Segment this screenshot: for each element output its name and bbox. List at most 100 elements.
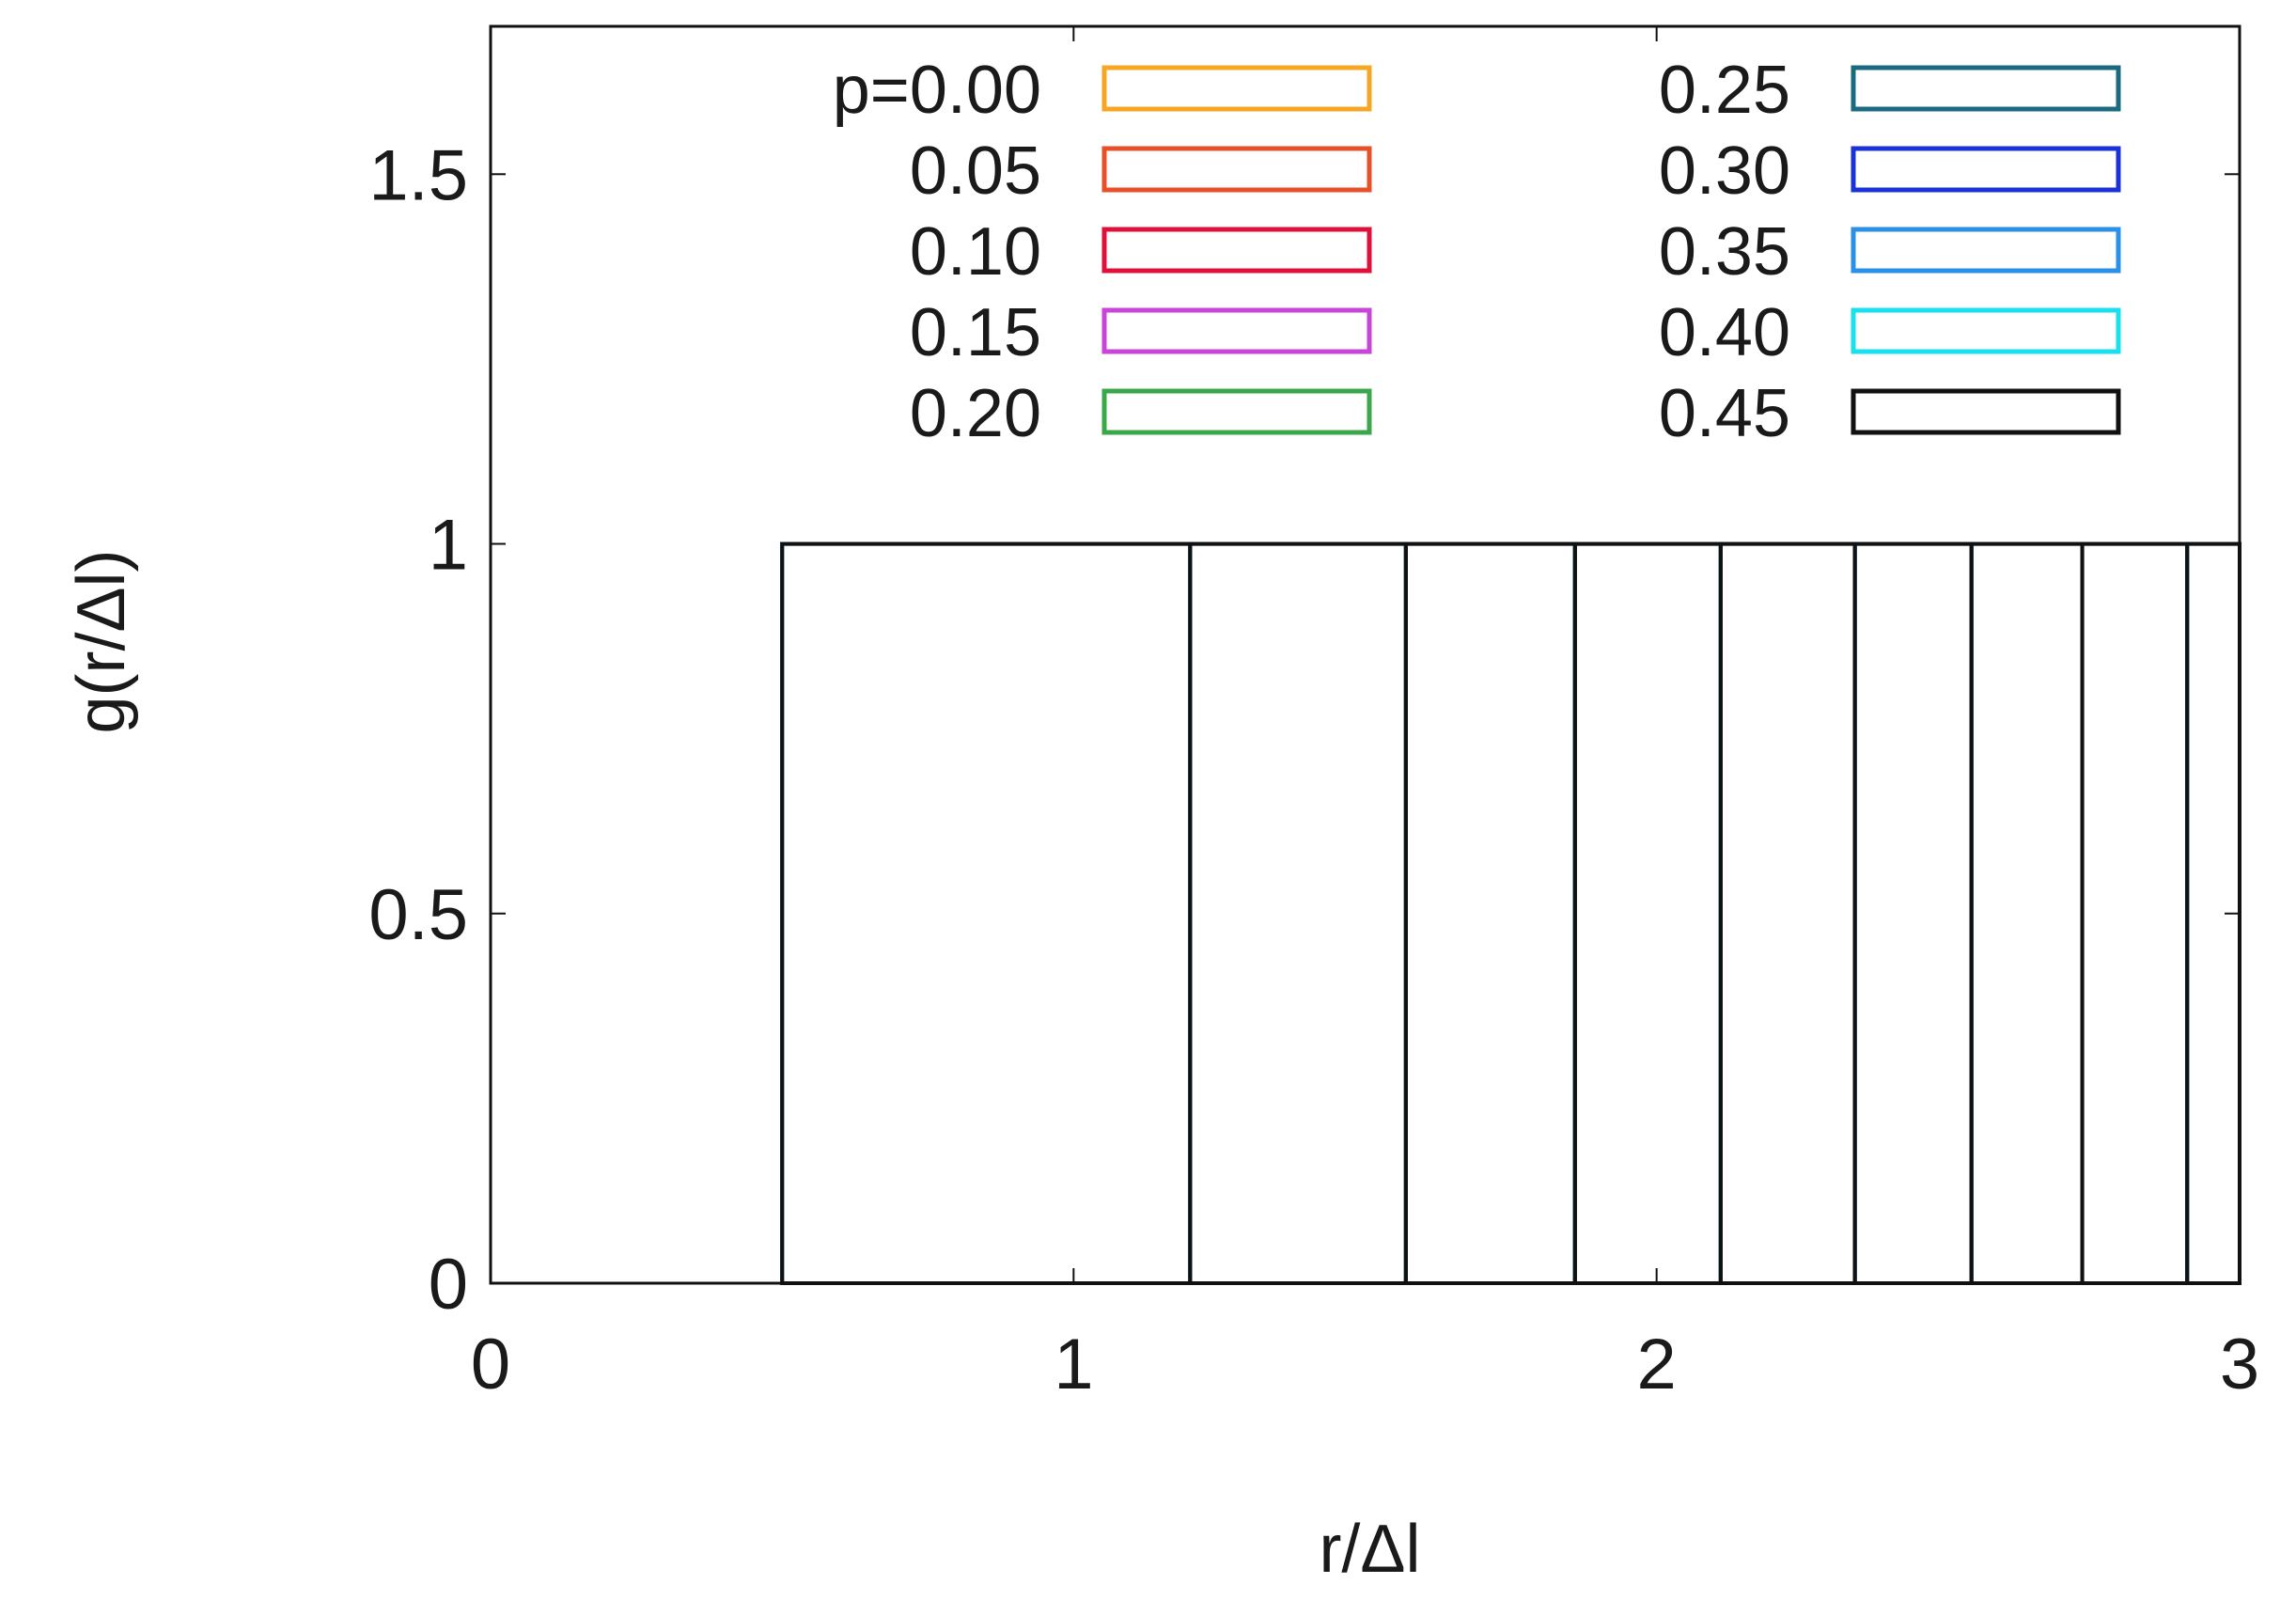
bar <box>2080 541 2190 1285</box>
bar <box>1188 541 1408 1285</box>
bar <box>1572 541 1723 1285</box>
series-0.05-bars <box>780 541 2241 1285</box>
bar <box>1718 541 1857 1285</box>
bar <box>2080 541 2190 1285</box>
bar <box>1852 541 1974 1285</box>
bar <box>1188 541 1408 1285</box>
bar <box>1572 541 1723 1285</box>
x-tick-label: 2 <box>1637 1325 1677 1404</box>
bar <box>2080 541 2190 1285</box>
bar <box>1969 541 2085 1285</box>
bar <box>1718 541 1857 1285</box>
bar <box>1403 541 1577 1285</box>
bar <box>2080 541 2190 1285</box>
bar <box>1852 541 1974 1285</box>
bar <box>1718 541 1857 1285</box>
bar <box>1403 541 1577 1285</box>
bar <box>1188 541 1408 1285</box>
x-tick-label: 1 <box>1054 1325 1093 1404</box>
bar <box>1403 541 1577 1285</box>
legend-label: p=0.00 <box>833 53 1041 128</box>
series-0.15-bars <box>780 541 2241 1285</box>
legend-item: 0.10 <box>910 214 1372 290</box>
plot-frame <box>489 24 2241 1285</box>
bar <box>1718 541 1857 1285</box>
legend-item: 0.40 <box>1659 295 2121 370</box>
y-tick-label: 1 <box>429 506 468 586</box>
legend-swatch <box>1101 227 1372 274</box>
bar <box>1572 541 1723 1285</box>
bar <box>1969 541 2085 1285</box>
series-0.20-bars <box>780 541 2241 1285</box>
series-0.35-bars <box>780 541 2241 1285</box>
bar <box>2080 541 2190 1285</box>
bar <box>1572 541 1723 1285</box>
legend-item: 0.15 <box>910 295 1372 370</box>
bar <box>1188 541 1408 1285</box>
bar <box>1403 541 1577 1285</box>
histogram-bars <box>780 541 2241 1285</box>
series-0.40-bars <box>780 541 2241 1285</box>
bar <box>780 541 1193 1285</box>
bar <box>780 541 1193 1285</box>
bar <box>780 541 1193 1285</box>
legend-item: p=0.00 <box>833 53 1372 128</box>
bar <box>1188 541 1408 1285</box>
bar <box>1188 541 1408 1285</box>
bar <box>1969 541 2085 1285</box>
legend-label: 0.10 <box>910 214 1041 290</box>
legend-label: 0.30 <box>1659 133 1790 209</box>
bar <box>1718 541 1857 1285</box>
bar <box>1852 541 1974 1285</box>
bar <box>2080 541 2190 1285</box>
y-tick-label: 0 <box>429 1245 468 1325</box>
legend-item: 0.35 <box>1659 214 2121 290</box>
bar <box>1403 541 1577 1285</box>
legend-item: 0.45 <box>1659 376 2121 451</box>
bar <box>1403 541 1577 1285</box>
legend-swatch <box>1101 388 1372 435</box>
bar <box>1852 541 1974 1285</box>
bar <box>1969 541 2085 1285</box>
bar <box>1403 541 1577 1285</box>
bar <box>1852 541 1974 1285</box>
bar <box>780 541 1193 1285</box>
bar <box>2080 541 2190 1285</box>
series-0.10-bars <box>780 541 2241 1285</box>
bar <box>1852 541 1974 1285</box>
legend-swatch <box>1851 227 2121 274</box>
bar <box>780 541 1193 1285</box>
legend-label: 0.20 <box>910 376 1041 451</box>
bar <box>1572 541 1723 1285</box>
legend-label: 0.40 <box>1659 295 1790 370</box>
bar <box>1572 541 1723 1285</box>
bar <box>1852 541 1974 1285</box>
legend-swatch <box>1101 307 1372 354</box>
bar <box>1852 541 1974 1285</box>
bar <box>1403 541 1577 1285</box>
y-tick-label: 1.5 <box>368 135 468 215</box>
series-0.30-bars <box>780 541 2241 1285</box>
legend: p=0.000.050.100.150.20 0.250.300.350.400.… <box>833 53 2121 451</box>
bar <box>2080 541 2190 1285</box>
bar <box>1718 541 1857 1285</box>
bar <box>1852 541 1974 1285</box>
x-tick-label: 3 <box>2220 1325 2259 1404</box>
bar <box>1572 541 1723 1285</box>
legend-label: 0.05 <box>910 133 1041 209</box>
bar <box>780 541 1193 1285</box>
bar <box>1969 541 2085 1285</box>
bar <box>1969 541 2085 1285</box>
bar <box>780 541 1193 1285</box>
bar <box>1403 541 1577 1285</box>
bar <box>1572 541 1723 1285</box>
bar <box>780 541 1193 1285</box>
bar <box>2080 541 2190 1285</box>
bar <box>1969 541 2085 1285</box>
bar <box>2080 541 2190 1285</box>
legend-item: 0.30 <box>1659 133 2121 209</box>
x-axis-title: r/Δl <box>1319 1512 1420 1587</box>
legend-swatch <box>1101 65 1372 112</box>
y-axis-title: g(r/Δl) <box>64 549 139 733</box>
